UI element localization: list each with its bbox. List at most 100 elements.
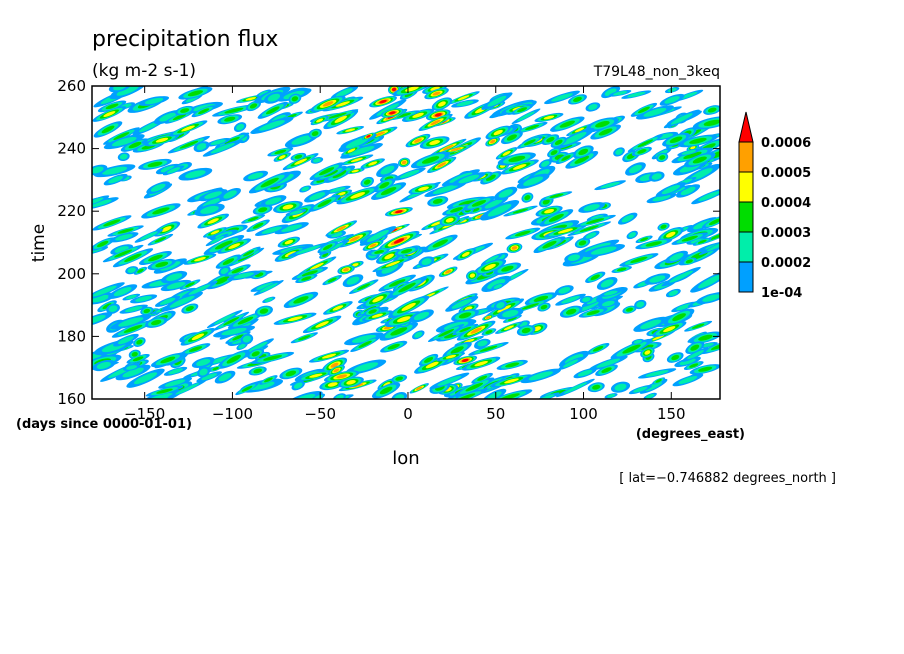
precip-cell: [497, 305, 512, 313]
precip-cell: [487, 278, 506, 289]
precip-cell: [301, 276, 312, 281]
precip-cell: [698, 366, 713, 372]
precip-cell: [224, 116, 236, 122]
precip-cell: [550, 150, 558, 156]
precip-cell: [528, 371, 553, 381]
precip-cell: [540, 304, 548, 310]
precip-cell: [549, 193, 564, 199]
precip-cell: [315, 321, 329, 328]
precip-cell: [432, 184, 459, 195]
precip-cell: [681, 149, 696, 155]
precip-cell: [108, 305, 118, 312]
precip-cell: [185, 170, 206, 179]
precip-cell: [357, 283, 371, 291]
precip-cell: [640, 237, 649, 242]
precip-cell: [578, 240, 587, 246]
precip-cell: [214, 276, 230, 285]
precip-cell: [651, 173, 662, 180]
precip-cell: [484, 263, 496, 270]
precip-cell: [125, 294, 137, 300]
precip-cell: [114, 249, 133, 258]
precip-cell: [416, 386, 423, 391]
precip-cell: [669, 253, 684, 261]
precip-cell: [465, 382, 484, 392]
y-tick-label: 200: [57, 265, 86, 283]
y-axis: 160 180 200 220 240 260: [57, 77, 720, 408]
precip-cell: [493, 129, 503, 136]
precip-cell: [424, 357, 434, 363]
x-tick-label: 0: [403, 405, 413, 423]
y-tick-label: 160: [57, 390, 86, 408]
precip-cell: [222, 258, 235, 265]
precip-cell: [592, 345, 604, 352]
precip-cell: [256, 282, 274, 290]
precip-cell: [640, 319, 662, 330]
precip-cell: [451, 298, 472, 309]
precip-cell: [111, 136, 137, 147]
precip-cell: [697, 239, 707, 244]
colorbar: 1e-04 0.0002 0.0003 0.0004 0.0005 0.0006: [738, 111, 811, 301]
precip-cell: [412, 112, 424, 118]
precip-cell: [661, 184, 681, 195]
precip-cell: [380, 165, 395, 175]
precip-cell: [185, 282, 195, 288]
precip-cell: [485, 330, 493, 334]
precip-cell: [251, 351, 260, 357]
chart-units: (kg m-2 s-1): [92, 61, 196, 81]
precip-cell: [385, 260, 400, 267]
precip-cell: [484, 199, 503, 209]
precip-cell: [301, 186, 310, 192]
precip-cell: [118, 317, 144, 327]
precip-cell: [337, 191, 346, 196]
precip-cell: [590, 274, 600, 281]
precip-cell: [336, 374, 348, 379]
x-tick-label: 150: [657, 405, 686, 423]
precip-cell: [506, 134, 517, 141]
precip-cell: [395, 376, 403, 381]
precip-cell: [156, 388, 173, 394]
precip-cell: [242, 335, 251, 343]
precip-cell: [432, 91, 441, 96]
precip-cell: [310, 262, 324, 270]
precip-cell: [636, 301, 645, 308]
precip-cell: [113, 132, 130, 141]
precip-cell: [450, 346, 464, 354]
precip-cell: [414, 331, 423, 338]
precip-cell: [131, 351, 138, 357]
precip-cell: [366, 230, 389, 243]
precip-cell: [224, 136, 240, 145]
precip-cell: [119, 153, 128, 160]
precip-cell: [202, 197, 222, 208]
precip-cell: [399, 169, 420, 179]
precip-cell: [312, 158, 321, 163]
colorbar-swatch: [738, 141, 754, 173]
precip-cell: [517, 107, 528, 113]
precip-cell: [92, 314, 106, 324]
precip-cell: [485, 174, 496, 181]
x-tick-label: −150: [124, 405, 165, 423]
precip-cell: [583, 204, 600, 211]
precip-cell: [180, 108, 190, 113]
precip-cell: [487, 204, 512, 217]
precip-cell: [579, 225, 599, 233]
precip-cell: [253, 368, 263, 374]
precip-cell: [278, 155, 286, 160]
precip-cell: [558, 286, 571, 294]
precip-cell: [652, 194, 671, 202]
precip-cell: [115, 233, 133, 241]
precip-cell: [395, 210, 403, 214]
precip-cell: [515, 230, 531, 237]
precip-cell: [319, 167, 335, 176]
precip-cell: [322, 252, 329, 258]
precip-cell: [287, 316, 303, 322]
precip-cell: [102, 303, 112, 310]
precip-cell: [586, 218, 605, 224]
precip-cell: [236, 123, 245, 131]
precip-cell: [259, 308, 269, 314]
precip-cell: [685, 259, 693, 264]
precip-cell: [477, 375, 488, 381]
precip-cell: [231, 267, 244, 274]
colorbar-swatch: [738, 171, 754, 203]
precip-cell: [237, 316, 254, 325]
precip-cell: [709, 233, 720, 241]
